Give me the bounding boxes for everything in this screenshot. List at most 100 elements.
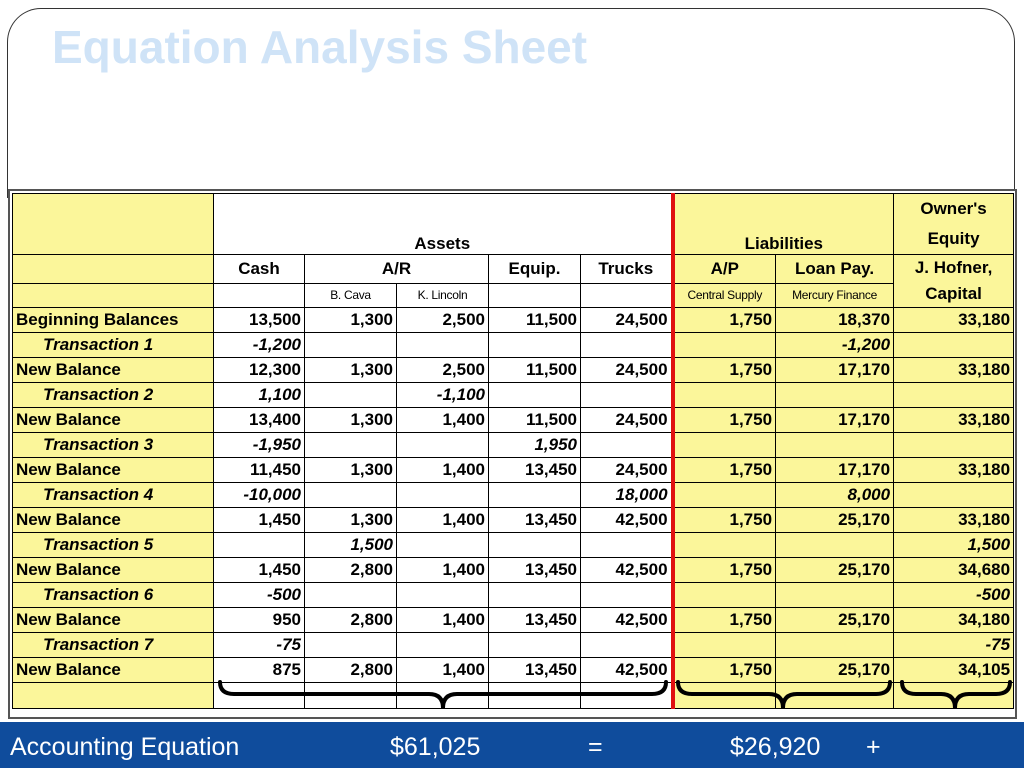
value-cell: 24,500 (579, 407, 674, 433)
row-label: Transaction 4 (12, 482, 214, 508)
value-cell: 42,500 (579, 607, 674, 633)
value-cell: 11,450 (213, 457, 305, 483)
value-cell: 1,400 (396, 507, 489, 533)
value-cell: 12,300 (213, 357, 305, 383)
empty-cell (670, 382, 777, 408)
column-header: Trucks (579, 254, 674, 284)
value-cell: 1,750 (670, 307, 777, 333)
row-label: Transaction 6 (12, 582, 214, 608)
value-cell: 1,400 (396, 607, 489, 633)
value-cell: 2,800 (304, 607, 397, 633)
row-label: New Balance (12, 657, 214, 683)
empty-cell (893, 332, 1015, 358)
value-cell: 2,800 (304, 557, 397, 583)
value-cell: 1,400 (396, 457, 489, 483)
value-cell: 25,170 (775, 657, 895, 683)
value-cell: 13,450 (488, 457, 581, 483)
value-cell: 11,500 (488, 357, 581, 383)
value-cell: 25,170 (775, 607, 895, 633)
empty-cell (670, 482, 777, 508)
row-label: Transaction 7 (12, 632, 214, 658)
value-cell: 24,500 (579, 307, 674, 333)
row-label: Transaction 2 (12, 382, 214, 408)
empty-cell (304, 432, 397, 458)
empty-cell (304, 482, 397, 508)
table-row: Transaction 1 -1,200 -1,200 (12, 332, 1015, 358)
value-cell: 8,000 (775, 482, 895, 508)
column-header: Cash (213, 254, 305, 284)
value-cell: -75 (893, 632, 1015, 658)
empty-cell (893, 482, 1015, 508)
row-label: New Balance (12, 457, 214, 483)
table-row: Transaction 4 -10,000 18,000 8,000 (12, 482, 1015, 508)
empty-cell (396, 482, 489, 508)
value-cell: 42,500 (579, 507, 674, 533)
row-label: Transaction 3 (12, 432, 214, 458)
sheet: Assets Liabilities Owner's Equity Cash A… (8, 189, 1017, 719)
empty-cell (579, 332, 674, 358)
value-cell: 1,450 (213, 557, 305, 583)
value-cell: 34,180 (893, 607, 1015, 633)
row-label: Transaction 5 (12, 532, 214, 558)
empty-cell (488, 482, 581, 508)
value-cell: -1,200 (775, 332, 895, 358)
corner-cell (12, 254, 214, 284)
value-cell: 2,500 (396, 357, 489, 383)
value-cell: 1,500 (304, 532, 397, 558)
value-cell: 1,300 (304, 457, 397, 483)
empty-cell (775, 382, 895, 408)
table-row: Transaction 2 1,100 -1,100 (12, 382, 1015, 408)
value-cell: 33,180 (893, 457, 1015, 483)
table-row: New Balance 13,400 1,300 1,400 11,500 24,500 1… (12, 407, 1015, 433)
equity-brace (900, 680, 1012, 709)
empty-cell (670, 432, 777, 458)
column-header: J. Hofner, Capital (893, 254, 1015, 308)
title: Equation Analysis Sheet (52, 21, 588, 73)
value-cell: 1,100 (213, 382, 305, 408)
equation-table: Assets Liabilities Owner's Equity Cash A… (12, 193, 1015, 709)
empty-cell (304, 632, 397, 658)
value-cell: 1,750 (670, 657, 777, 683)
empty-cell (304, 332, 397, 358)
empty-cell (488, 382, 581, 408)
table-row: Transaction 3 -1,950 1,950 (12, 432, 1015, 458)
value-cell: 34,680 (893, 557, 1015, 583)
table-row: Transaction 7 -75 -75 (12, 632, 1015, 658)
value-cell: 2,800 (304, 657, 397, 683)
value-cell: 950 (213, 607, 305, 633)
value-cell: 24,500 (579, 457, 674, 483)
row-label: New Balance (12, 357, 214, 383)
table-row: New Balance 1,450 2,800 1,400 13,450 42,500 1,… (12, 557, 1015, 583)
value-cell: 13,450 (488, 507, 581, 533)
value-cell: 33,180 (893, 407, 1015, 433)
table-row: Transaction 6 -500 -500 (12, 582, 1015, 608)
value-cell: 1,500 (893, 532, 1015, 558)
value-cell: 17,170 (775, 457, 895, 483)
value-cell: 11,500 (488, 307, 581, 333)
group-header: Liabilities (670, 193, 895, 255)
corner-cell (12, 282, 214, 309)
value-cell: 875 (213, 657, 305, 683)
value-cell: 33,180 (893, 357, 1015, 383)
value-cell: 25,170 (775, 507, 895, 533)
table-row: Transaction 5 1,500 1,500 (12, 532, 1015, 558)
table-row: New Balance 12,300 1,300 2,500 11,500 24,500 1… (12, 357, 1015, 383)
value-cell: 33,180 (893, 307, 1015, 333)
value-cell: -10,000 (213, 482, 305, 508)
footer-label: Accounting Equation (10, 733, 240, 761)
value-cell: 1,450 (213, 507, 305, 533)
empty-cell (775, 432, 895, 458)
value-cell: 1,300 (304, 357, 397, 383)
empty-cell (396, 432, 489, 458)
value-cell: 1,400 (396, 407, 489, 433)
group-header: Owner's Equity (893, 193, 1015, 255)
value-cell: 2,500 (396, 307, 489, 333)
empty-cell (775, 582, 895, 608)
empty-cell (775, 532, 895, 558)
value-cell: -75 (213, 632, 305, 658)
value-cell: 1,750 (670, 407, 777, 433)
value-cell: 25,170 (775, 557, 895, 583)
value-cell: 1,750 (670, 557, 777, 583)
value-cell: 1,750 (670, 607, 777, 633)
corner-cell (12, 193, 214, 255)
